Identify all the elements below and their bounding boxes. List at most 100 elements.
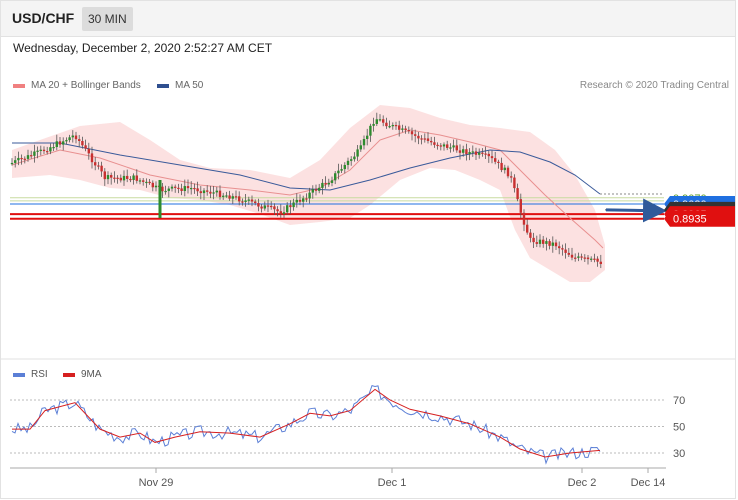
candle bbox=[545, 237, 548, 251]
candle bbox=[350, 156, 353, 166]
candle bbox=[308, 187, 311, 204]
candlesticks bbox=[10, 112, 602, 269]
candle bbox=[97, 161, 100, 170]
rsi-label: RSI bbox=[31, 369, 48, 380]
candle bbox=[455, 139, 458, 153]
x-tick-label: Dec 14 bbox=[631, 477, 666, 489]
candle bbox=[68, 134, 71, 143]
candle bbox=[340, 164, 343, 173]
candle bbox=[180, 183, 183, 196]
candle bbox=[394, 121, 398, 130]
candle bbox=[260, 204, 263, 213]
candle bbox=[254, 199, 257, 206]
candle bbox=[356, 144, 359, 161]
candle bbox=[462, 145, 465, 157]
candle bbox=[78, 134, 81, 148]
legend-9ma: 9MA bbox=[63, 369, 102, 380]
candle bbox=[142, 178, 145, 186]
candle bbox=[122, 170, 126, 186]
candle bbox=[580, 253, 583, 261]
candle bbox=[90, 146, 94, 169]
candle bbox=[586, 255, 590, 265]
candle bbox=[481, 148, 484, 157]
candle bbox=[490, 150, 494, 164]
candle bbox=[458, 144, 462, 160]
candle bbox=[62, 137, 65, 151]
candle bbox=[110, 172, 113, 185]
candle bbox=[439, 143, 442, 151]
rsi-lines bbox=[11, 385, 601, 465]
candle bbox=[426, 132, 430, 144]
candle bbox=[494, 151, 497, 165]
candle bbox=[583, 254, 586, 263]
candle bbox=[554, 239, 558, 250]
candle bbox=[401, 124, 404, 133]
candle bbox=[33, 144, 36, 163]
candle bbox=[145, 178, 148, 188]
candle bbox=[292, 198, 295, 211]
credit-text: Research © 2020 Trading Central bbox=[579, 80, 729, 91]
candle bbox=[522, 209, 526, 232]
candle bbox=[238, 191, 241, 206]
candle bbox=[330, 176, 334, 187]
candle bbox=[65, 137, 68, 145]
candle bbox=[215, 186, 218, 197]
candle bbox=[234, 190, 238, 200]
ma9-swatch bbox=[63, 372, 75, 377]
candle bbox=[263, 201, 266, 211]
candle bbox=[106, 171, 110, 185]
candle bbox=[314, 184, 318, 196]
candle bbox=[30, 150, 33, 159]
candle bbox=[337, 163, 340, 180]
ma20-swatch bbox=[13, 83, 25, 88]
candle bbox=[484, 146, 487, 159]
candle bbox=[190, 181, 193, 195]
candle bbox=[372, 117, 375, 132]
candle bbox=[382, 115, 385, 127]
candle bbox=[353, 152, 356, 162]
candle bbox=[74, 131, 78, 144]
candle bbox=[218, 185, 222, 200]
candle bbox=[20, 154, 23, 165]
candle bbox=[286, 202, 289, 215]
ma50-line bbox=[12, 142, 601, 195]
symbol-label: USD/CHF bbox=[12, 10, 75, 26]
candle bbox=[378, 114, 382, 122]
rsi-grid: 70 50 30 bbox=[10, 395, 685, 460]
candle bbox=[94, 156, 97, 171]
candle bbox=[404, 125, 407, 134]
candle bbox=[362, 135, 366, 150]
candle bbox=[558, 241, 561, 255]
candle bbox=[302, 195, 305, 208]
candle bbox=[529, 228, 532, 243]
candle bbox=[186, 179, 190, 194]
legend-ma20: MA 20 + Bollinger Bands bbox=[13, 80, 141, 91]
candle bbox=[42, 146, 46, 154]
candle bbox=[138, 178, 142, 185]
candle bbox=[228, 190, 231, 201]
candle bbox=[366, 128, 369, 146]
legend-rsi: RSI bbox=[13, 369, 48, 380]
candle bbox=[369, 123, 372, 142]
x-tick-label: Dec 2 bbox=[568, 477, 597, 489]
candle bbox=[81, 136, 84, 149]
candle bbox=[154, 181, 158, 192]
candle bbox=[196, 181, 199, 196]
candle bbox=[273, 203, 276, 215]
chart-header: USD/CHF 30 MIN bbox=[0, 0, 736, 36]
candle bbox=[468, 148, 471, 161]
x-tick-label: Dec 1 bbox=[378, 477, 407, 489]
ma20-label: MA 20 + Bollinger Bands bbox=[31, 80, 141, 91]
timeframe-button[interactable]: 30 MIN bbox=[82, 7, 133, 31]
candle bbox=[295, 193, 298, 208]
candle bbox=[346, 157, 350, 170]
candle bbox=[334, 171, 337, 185]
projection-arrow-line bbox=[605, 198, 667, 223]
candle bbox=[49, 143, 52, 155]
candle bbox=[270, 201, 273, 210]
candle bbox=[183, 179, 186, 197]
candle bbox=[433, 136, 436, 148]
candle bbox=[474, 147, 478, 160]
candle bbox=[478, 148, 481, 159]
